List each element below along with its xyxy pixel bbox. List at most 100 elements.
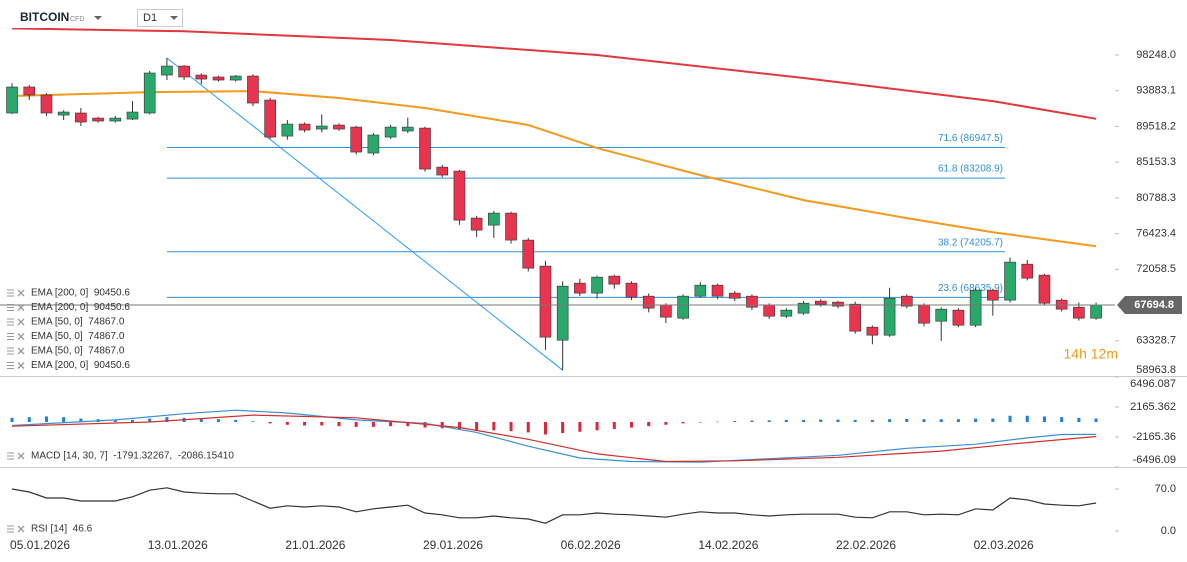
histogram-bar xyxy=(148,418,152,422)
legend-icon xyxy=(7,347,14,355)
signal-line xyxy=(11,414,1097,463)
histogram-bar xyxy=(767,420,771,422)
candle-body xyxy=(849,303,861,332)
candle-body xyxy=(1038,274,1051,304)
candle-body xyxy=(212,76,225,81)
histogram-bar xyxy=(492,422,496,431)
histogram-bar xyxy=(733,420,737,422)
candle-body xyxy=(556,285,569,341)
candle-body xyxy=(57,111,70,116)
histogram-bar xyxy=(802,419,806,422)
candle-body xyxy=(1004,261,1016,301)
candle-body xyxy=(918,304,930,324)
histogram-bar xyxy=(836,419,840,422)
histogram-bar xyxy=(1077,417,1081,422)
timeframe-box[interactable] xyxy=(137,9,183,27)
histogram-bar xyxy=(578,422,582,432)
candle-body xyxy=(126,111,139,120)
histogram-bar xyxy=(784,419,788,422)
candle-body xyxy=(832,301,844,307)
candle-body xyxy=(6,86,18,114)
candle-body xyxy=(161,65,173,76)
candle-body xyxy=(40,94,53,114)
histogram-bar xyxy=(905,418,909,422)
candle-body xyxy=(814,300,827,305)
candle-body xyxy=(229,75,242,81)
histogram-bar xyxy=(1094,418,1098,422)
candle-body xyxy=(384,126,397,138)
histogram-bar xyxy=(354,422,358,427)
histogram-bar xyxy=(1060,417,1064,422)
symbol[interactable]: BITCOIN xyxy=(20,10,69,24)
y-tick-label: 58963.8 xyxy=(1136,364,1176,376)
candle-body xyxy=(453,170,466,221)
candle-body xyxy=(711,284,724,297)
histogram-bar xyxy=(750,420,754,422)
legend-icon xyxy=(7,525,14,533)
histogram-bar xyxy=(10,417,14,422)
candle-body xyxy=(677,295,689,319)
legend-remove xyxy=(17,347,25,355)
timeframe[interactable]: D1 xyxy=(143,12,157,24)
candle-body xyxy=(109,117,122,122)
y-tick-label: -2165.36 xyxy=(1133,431,1176,443)
y-tick-label: 72058.5 xyxy=(1136,263,1176,275)
legend-icon xyxy=(7,452,14,460)
legend-entry: EMA [200, 0] 90450.6 xyxy=(31,288,130,299)
y-tick-label: 6496.087 xyxy=(1130,378,1176,390)
candle-body xyxy=(264,99,276,138)
ema-line xyxy=(11,27,1097,120)
legend-icon xyxy=(7,289,14,297)
legend-remove xyxy=(17,304,25,311)
legend-entry: EMA [50, 0] 74867.0 xyxy=(31,317,125,328)
candle-body xyxy=(694,284,707,297)
x-tick-label: 13.01.2026 xyxy=(148,538,208,552)
histogram-bar xyxy=(285,422,289,425)
candle-body xyxy=(952,309,965,326)
x-tick-label: 22.02.2026 xyxy=(836,538,896,552)
y-tick-label: 80788.3 xyxy=(1136,192,1176,204)
candle-body xyxy=(797,302,810,314)
y-tick-label: 76423.4 xyxy=(1136,228,1176,240)
histogram-bar xyxy=(991,418,995,422)
legend-icon xyxy=(7,362,14,369)
candle-body xyxy=(591,276,603,294)
y-tick-label: 85153.3 xyxy=(1136,156,1176,168)
histogram-bar xyxy=(853,419,857,422)
timeframe-dropdown[interactable] xyxy=(170,16,178,20)
legend-remove xyxy=(17,525,25,533)
candle-body xyxy=(419,127,431,170)
candle-body xyxy=(178,65,190,78)
fib-label: 38.2 (74205.7) xyxy=(938,237,1003,248)
histogram-bar xyxy=(320,422,324,426)
macd-line xyxy=(11,409,1097,463)
candle-body xyxy=(539,265,552,338)
histogram-bar xyxy=(130,419,134,422)
candle-body xyxy=(608,275,621,285)
histogram-bar xyxy=(716,421,720,423)
candle-body xyxy=(522,239,535,269)
candle-body xyxy=(746,295,758,308)
histogram-bar xyxy=(888,419,892,422)
symbol-dropdown[interactable] xyxy=(94,16,102,20)
candle-body xyxy=(298,123,311,131)
candle-body xyxy=(367,134,380,154)
candle-body xyxy=(625,282,638,298)
candle-body xyxy=(247,75,259,104)
candle-body xyxy=(866,326,879,336)
candle-body xyxy=(470,217,483,231)
histogram-bar xyxy=(819,419,823,422)
histogram-bar xyxy=(526,422,530,433)
histogram-bar xyxy=(475,422,479,431)
histogram-bar xyxy=(1008,415,1012,422)
histogram-bar xyxy=(268,422,272,424)
y-tick-label: 70.0 xyxy=(1155,483,1176,495)
x-tick-label: 29.01.2026 xyxy=(423,538,483,552)
histogram-bar xyxy=(664,422,668,425)
y-tick-label: 0.0 xyxy=(1161,525,1176,537)
candle-body xyxy=(883,297,896,336)
legend-icon xyxy=(7,318,14,326)
countdown: 14h 12m xyxy=(1064,346,1118,362)
candle-body xyxy=(350,126,362,153)
